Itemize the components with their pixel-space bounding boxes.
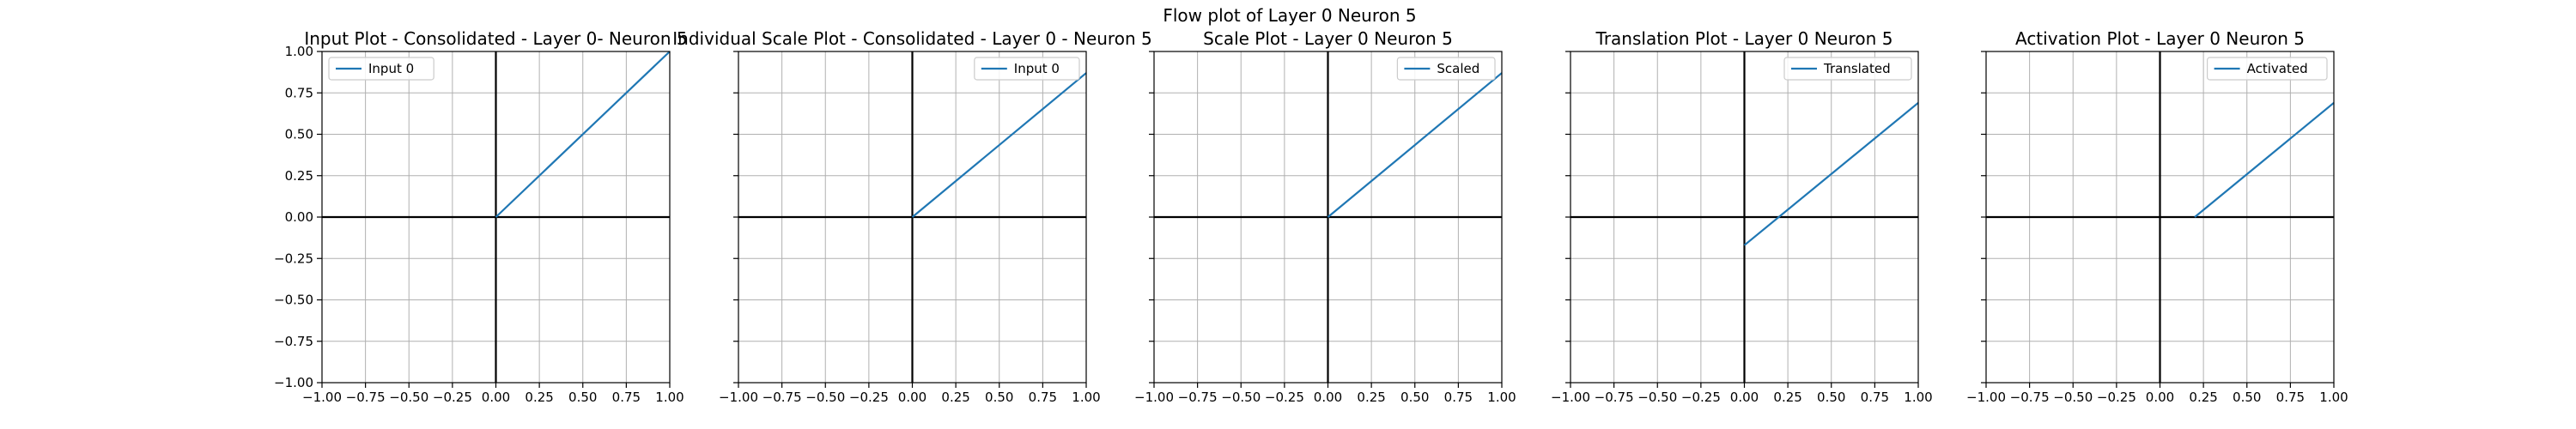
x-tick-label: 0.75 (1444, 390, 1473, 405)
panel-title: Individual Scale Plot - Consolidated - L… (672, 28, 1151, 49)
x-tick-label: 0.25 (1773, 390, 1801, 405)
series-line (911, 72, 1087, 218)
x-tick-label: 1.00 (1487, 390, 1516, 405)
x-tick-label: 0.00 (482, 390, 510, 405)
legend: Input 0 (974, 57, 1080, 81)
x-tick-label: −0.75 (1595, 390, 1634, 405)
x-tick-label: 0.75 (1029, 390, 1057, 405)
x-tick-label: 1.00 (655, 390, 683, 405)
x-tick-label: −1.00 (1966, 390, 2006, 405)
x-tick-label: −1.00 (1134, 390, 1174, 405)
y-tick-label: −0.75 (274, 334, 313, 349)
series-line (1743, 101, 1919, 246)
x-tick-label: −0.25 (2097, 390, 2136, 405)
x-tick-label: −0.50 (1637, 390, 1677, 405)
x-tick-label: −0.75 (1178, 390, 1218, 405)
x-tick-label: 0.75 (612, 390, 641, 405)
x-tick-label: 1.00 (1904, 390, 1932, 405)
legend-box (1396, 57, 1496, 81)
y-tick-label: 0.50 (285, 127, 313, 142)
legend-box (974, 57, 1080, 81)
chart-panels: Input Plot - Consolidated - Layer 0- Neu… (274, 28, 2348, 405)
x-tick-label: 0.25 (2189, 390, 2217, 405)
x-tick-label: 0.25 (941, 390, 969, 405)
x-tick-label: 0.50 (1400, 390, 1429, 405)
legend: Scaled (1396, 57, 1496, 81)
panel-title: Translation Plot - Layer 0 Neuron 5 (1595, 28, 1893, 49)
chart-panel: Activation Plot - Layer 0 Neuron 5−1.00−… (1966, 28, 2348, 405)
x-tick-label: 0.00 (1730, 390, 1759, 405)
legend-label: Input 0 (368, 61, 414, 76)
x-tick-label: 0.75 (2276, 390, 2305, 405)
x-tick-label: −0.50 (805, 390, 845, 405)
x-tick-label: 0.50 (985, 390, 1013, 405)
y-tick-label: −0.25 (274, 251, 313, 266)
chart-panel: Input Plot - Consolidated - Layer 0- Neu… (274, 28, 688, 405)
panel-title: Activation Plot - Layer 0 Neuron 5 (2015, 28, 2305, 49)
legend-label: Scaled (1437, 61, 1479, 76)
x-tick-label: −0.50 (389, 390, 428, 405)
x-tick-label: −0.25 (433, 390, 472, 405)
y-tick-label: 1.00 (285, 44, 313, 59)
x-tick-label: −0.75 (762, 390, 802, 405)
legend-box (1783, 57, 1912, 81)
chart-panel: Individual Scale Plot - Consolidated - L… (672, 28, 1151, 405)
x-tick-label: −0.25 (1681, 390, 1721, 405)
legend-label: Input 0 (1014, 61, 1060, 76)
series-line (495, 51, 671, 218)
legend: Activated (2207, 57, 2328, 81)
x-tick-label: −0.50 (2053, 390, 2093, 405)
panel-title: Scale Plot - Layer 0 Neuron 5 (1203, 28, 1453, 49)
legend: Input 0 (328, 57, 434, 81)
x-tick-label: −0.50 (1221, 390, 1261, 405)
y-tick-label: 0.25 (285, 168, 313, 184)
x-tick-label: −1.00 (719, 390, 758, 405)
y-tick-label: −1.00 (274, 375, 313, 390)
x-tick-label: 0.50 (1817, 390, 1845, 405)
series-line (1327, 72, 1503, 218)
x-tick-label: 0.50 (568, 390, 597, 405)
x-tick-label: 1.00 (2319, 390, 2348, 405)
y-tick-label: 0.75 (285, 85, 313, 100)
y-tick-label: 0.00 (285, 209, 313, 225)
series-line (2194, 101, 2335, 218)
legend: Translated (1783, 57, 1912, 81)
x-tick-label: 0.00 (898, 390, 927, 405)
chart-panel: Scale Plot - Layer 0 Neuron 5−1.00 −0.75−… (1134, 28, 1516, 405)
chart-panel: Translation Plot - Layer 0 Neuron 5 −1.00… (1551, 28, 1933, 405)
x-tick-label: 0.75 (1861, 390, 1889, 405)
x-tick-label: −0.25 (849, 390, 889, 405)
x-tick-label: 1.00 (1072, 390, 1100, 405)
y-tick-label: −0.50 (274, 293, 313, 308)
x-tick-label: −1.00 (302, 390, 342, 405)
x-tick-label: 0.00 (1314, 390, 1342, 405)
x-tick-label: −0.25 (1265, 390, 1304, 405)
x-tick-label: 0.25 (1357, 390, 1385, 405)
legend-box (328, 57, 434, 81)
panel-title: Input Plot - Consolidated - Layer 0- Neu… (304, 28, 687, 49)
legend-label: Activated (2247, 61, 2308, 76)
x-tick-label: 0.25 (525, 390, 553, 405)
legend-label: Translated (1823, 61, 1891, 76)
x-tick-label: 0.50 (2233, 390, 2261, 405)
legend-box (2207, 57, 2328, 81)
figure-title: Flow plot of Layer 0 Neuron 5 (1163, 5, 1416, 26)
x-tick-label: −0.75 (346, 390, 386, 405)
x-tick-label: 0.00 (2146, 390, 2174, 405)
x-tick-label: −0.75 (2010, 390, 2050, 405)
x-tick-label: −1.00 (1551, 390, 1590, 405)
